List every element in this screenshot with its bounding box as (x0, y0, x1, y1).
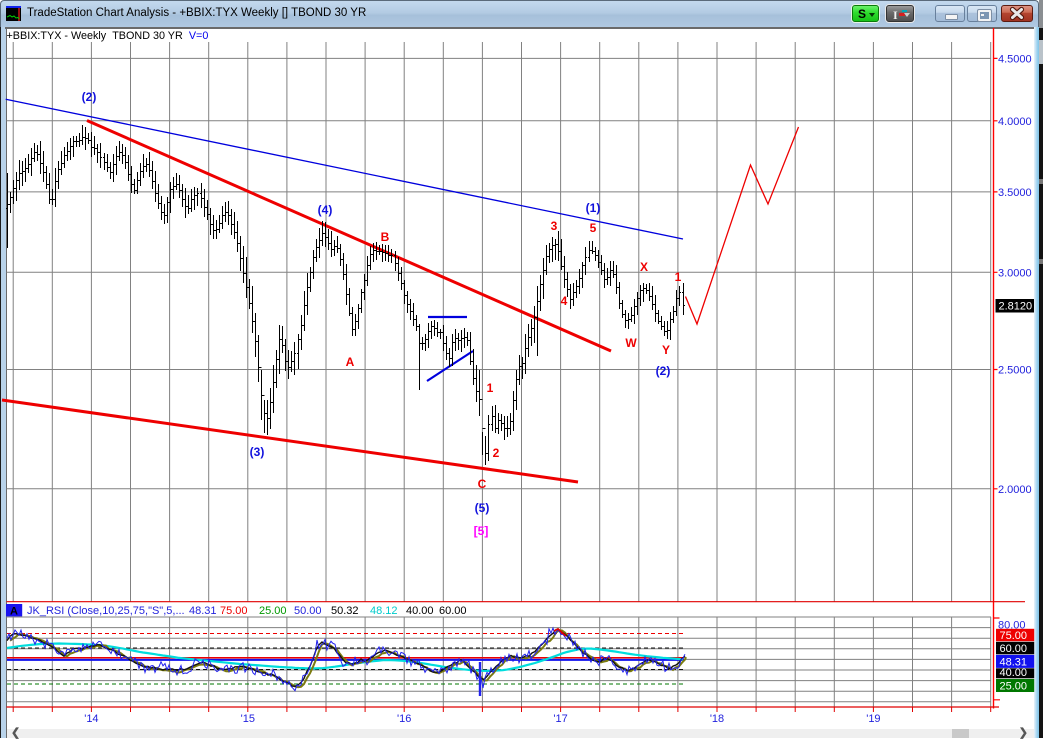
svg-text:5: 5 (590, 221, 597, 235)
svg-text:Y: Y (662, 343, 670, 357)
svg-text:25.00: 25.00 (1000, 681, 1028, 693)
svg-text:[5]: [5] (474, 524, 489, 538)
svg-text:4: 4 (561, 294, 568, 308)
svg-text:'17: '17 (553, 713, 567, 725)
svg-text:25.00: 25.00 (259, 605, 287, 617)
svg-text:(1): (1) (586, 201, 601, 215)
svg-text:1: 1 (487, 381, 494, 395)
svg-text:'18: '18 (710, 713, 724, 725)
svg-text:2.0000: 2.0000 (998, 484, 1032, 496)
svg-text:60.00: 60.00 (1000, 643, 1028, 655)
svg-text:50.32: 50.32 (331, 605, 359, 617)
svg-text:48.31: 48.31 (189, 605, 217, 617)
svg-text:B: B (381, 230, 390, 244)
svg-text:2.8120: 2.8120 (999, 301, 1033, 313)
svg-text:3.5000: 3.5000 (998, 187, 1032, 199)
svg-text:'16: '16 (397, 713, 411, 725)
svg-text:(5): (5) (475, 501, 490, 515)
svg-text:40.00: 40.00 (406, 605, 434, 617)
svg-text:+BBIX:TYX - Weekly TBOND 30 Y: +BBIX:TYX - Weekly TBOND 30 YR V=0 (7, 30, 209, 42)
svg-text:40.00: 40.00 (1000, 667, 1028, 679)
svg-text:'15: '15 (241, 713, 255, 725)
svg-text:A: A (10, 605, 18, 617)
svg-text:50.00: 50.00 (294, 605, 322, 617)
svg-text:C: C (478, 477, 487, 491)
svg-text:(2): (2) (656, 364, 671, 378)
svg-text:48.12: 48.12 (370, 605, 398, 617)
svg-text:A: A (346, 355, 355, 369)
svg-text:80.00: 80.00 (998, 619, 1026, 631)
svg-text:60.00: 60.00 (439, 605, 467, 617)
svg-text:2: 2 (493, 446, 500, 460)
svg-text:(2): (2) (82, 90, 97, 104)
svg-text:JK_RSI (Close,10,25,75,"S",5,.: JK_RSI (Close,10,25,75,"S",5,... (27, 605, 185, 617)
svg-text:4.0000: 4.0000 (998, 116, 1032, 128)
svg-text:48.31: 48.31 (1000, 657, 1028, 669)
svg-text:(3): (3) (250, 445, 265, 459)
svg-text:X: X (640, 260, 648, 274)
svg-text:4.5000: 4.5000 (998, 53, 1032, 65)
svg-text:1: 1 (675, 270, 682, 284)
svg-text:'14: '14 (84, 713, 98, 725)
svg-text:'19: '19 (866, 713, 880, 725)
svg-text:3.0000: 3.0000 (998, 267, 1032, 279)
svg-text:2.5000: 2.5000 (998, 365, 1032, 377)
svg-text:75.00: 75.00 (1000, 630, 1028, 642)
svg-text:W: W (625, 336, 637, 350)
svg-text:(4): (4) (318, 203, 333, 217)
svg-text:3: 3 (551, 219, 558, 233)
svg-text:75.00: 75.00 (220, 605, 248, 617)
